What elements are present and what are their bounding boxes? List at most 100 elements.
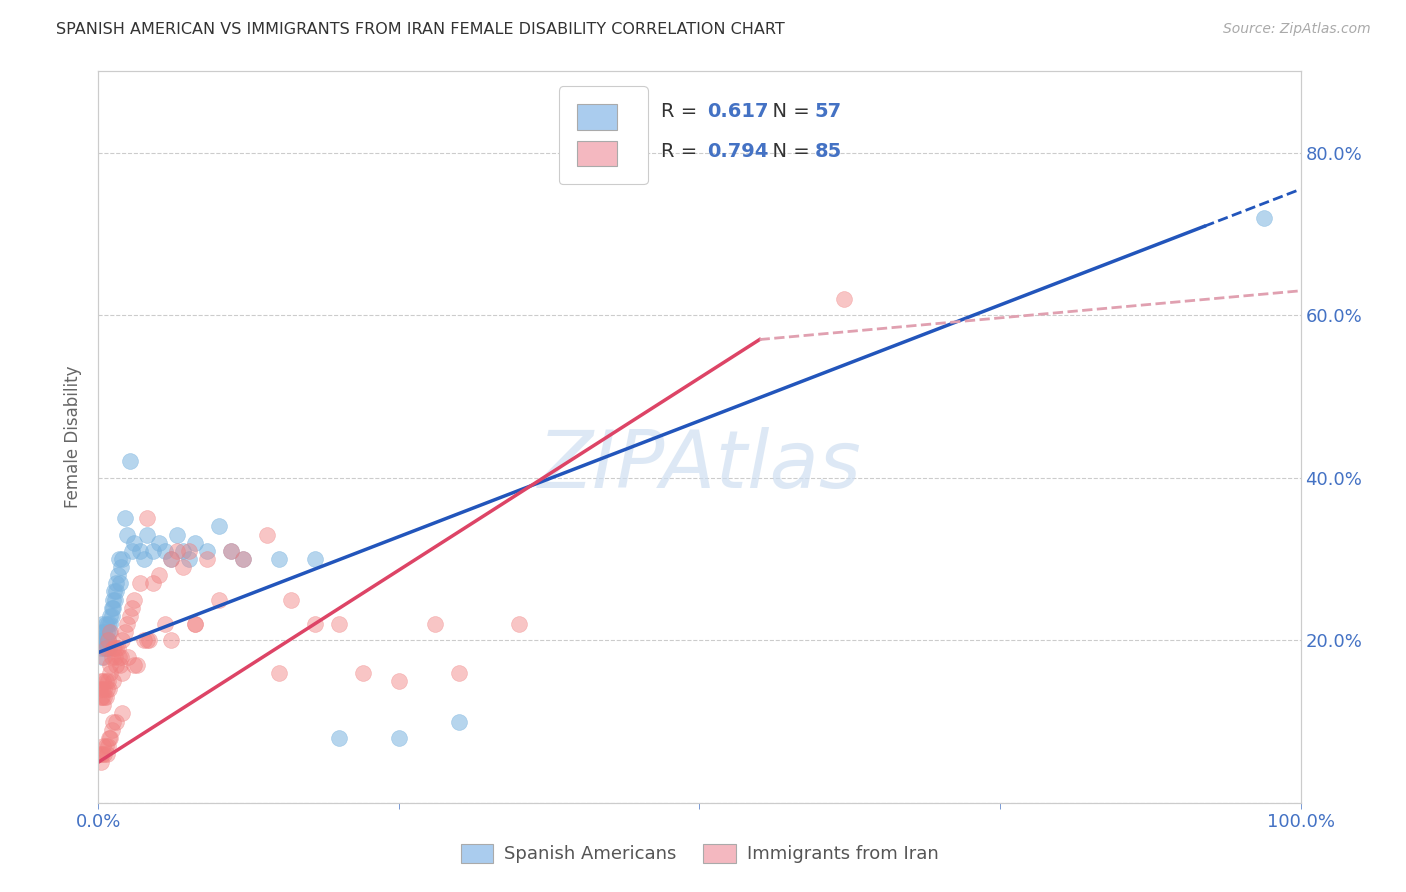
Point bbox=[91, 617, 114, 632]
Point bbox=[100, 649, 122, 664]
Point bbox=[91, 649, 114, 664]
Point bbox=[135, 633, 157, 648]
Point bbox=[90, 641, 112, 656]
Point bbox=[103, 641, 125, 656]
Point bbox=[93, 641, 115, 656]
Text: R =: R = bbox=[661, 142, 703, 161]
Point bbox=[352, 665, 374, 680]
Point bbox=[108, 657, 131, 672]
Point bbox=[89, 681, 111, 696]
Point bbox=[159, 552, 181, 566]
Point bbox=[105, 714, 128, 729]
Point bbox=[105, 576, 128, 591]
Point bbox=[153, 544, 176, 558]
Point bbox=[124, 657, 146, 672]
Point bbox=[832, 292, 855, 306]
Point bbox=[195, 552, 218, 566]
Point bbox=[100, 657, 122, 672]
Point bbox=[90, 690, 112, 705]
Point bbox=[159, 633, 181, 648]
Point bbox=[89, 633, 111, 648]
Point bbox=[104, 649, 127, 664]
Point bbox=[135, 511, 157, 525]
Point bbox=[172, 560, 194, 574]
Point bbox=[208, 592, 231, 607]
Point bbox=[111, 706, 134, 721]
Point bbox=[94, 641, 117, 656]
Text: 0.617: 0.617 bbox=[707, 103, 768, 121]
Point bbox=[159, 552, 181, 566]
Point bbox=[98, 681, 121, 696]
Point bbox=[94, 739, 117, 753]
Point bbox=[91, 739, 114, 753]
Point bbox=[91, 747, 114, 761]
Point bbox=[121, 600, 143, 615]
Point bbox=[447, 665, 470, 680]
Point bbox=[256, 527, 278, 541]
Point bbox=[423, 617, 446, 632]
Point bbox=[125, 657, 148, 672]
Point bbox=[183, 535, 205, 549]
Point bbox=[101, 714, 124, 729]
Point bbox=[97, 673, 120, 688]
Point bbox=[177, 544, 200, 558]
Point bbox=[96, 625, 118, 640]
Point bbox=[96, 681, 118, 696]
Point bbox=[100, 665, 122, 680]
Point bbox=[108, 576, 131, 591]
Point bbox=[111, 552, 134, 566]
Point bbox=[89, 747, 111, 761]
Point bbox=[117, 617, 139, 632]
Point bbox=[96, 747, 118, 761]
Point bbox=[91, 633, 114, 648]
Point bbox=[107, 568, 129, 582]
Point bbox=[267, 552, 290, 566]
Point bbox=[388, 673, 411, 688]
Point bbox=[108, 552, 131, 566]
Point bbox=[177, 552, 200, 566]
Point bbox=[166, 544, 188, 558]
Point bbox=[100, 625, 122, 640]
Point bbox=[117, 527, 139, 541]
Point bbox=[101, 641, 124, 656]
Point bbox=[93, 747, 115, 761]
Point bbox=[117, 649, 139, 664]
Point bbox=[135, 527, 157, 541]
Point bbox=[166, 527, 188, 541]
Text: N =: N = bbox=[759, 103, 815, 121]
Point bbox=[114, 511, 136, 525]
Point bbox=[153, 617, 176, 632]
Point bbox=[508, 617, 530, 632]
Point bbox=[148, 535, 170, 549]
Point bbox=[97, 617, 120, 632]
Point bbox=[100, 608, 122, 623]
Point bbox=[94, 690, 117, 705]
Point bbox=[101, 592, 124, 607]
Point bbox=[1253, 211, 1275, 225]
Point bbox=[107, 641, 129, 656]
Point bbox=[100, 731, 122, 745]
Point bbox=[103, 584, 125, 599]
Point bbox=[93, 681, 115, 696]
Point bbox=[108, 649, 131, 664]
Point bbox=[105, 657, 128, 672]
Point bbox=[104, 592, 127, 607]
Point bbox=[94, 673, 117, 688]
Point bbox=[97, 633, 120, 648]
Point bbox=[132, 552, 155, 566]
Point bbox=[129, 576, 152, 591]
Point bbox=[447, 714, 470, 729]
Point bbox=[97, 739, 120, 753]
Text: Source: ZipAtlas.com: Source: ZipAtlas.com bbox=[1223, 22, 1371, 37]
Point bbox=[121, 544, 143, 558]
Point bbox=[90, 673, 112, 688]
Point bbox=[100, 723, 122, 737]
Text: R =: R = bbox=[661, 103, 703, 121]
Point bbox=[101, 600, 124, 615]
Text: SPANISH AMERICAN VS IMMIGRANTS FROM IRAN FEMALE DISABILITY CORRELATION CHART: SPANISH AMERICAN VS IMMIGRANTS FROM IRAN… bbox=[56, 22, 785, 37]
Text: 0.794: 0.794 bbox=[707, 142, 768, 161]
Point bbox=[111, 665, 134, 680]
Point bbox=[94, 633, 117, 648]
Point bbox=[304, 552, 326, 566]
Y-axis label: Female Disability: Female Disability bbox=[65, 366, 83, 508]
